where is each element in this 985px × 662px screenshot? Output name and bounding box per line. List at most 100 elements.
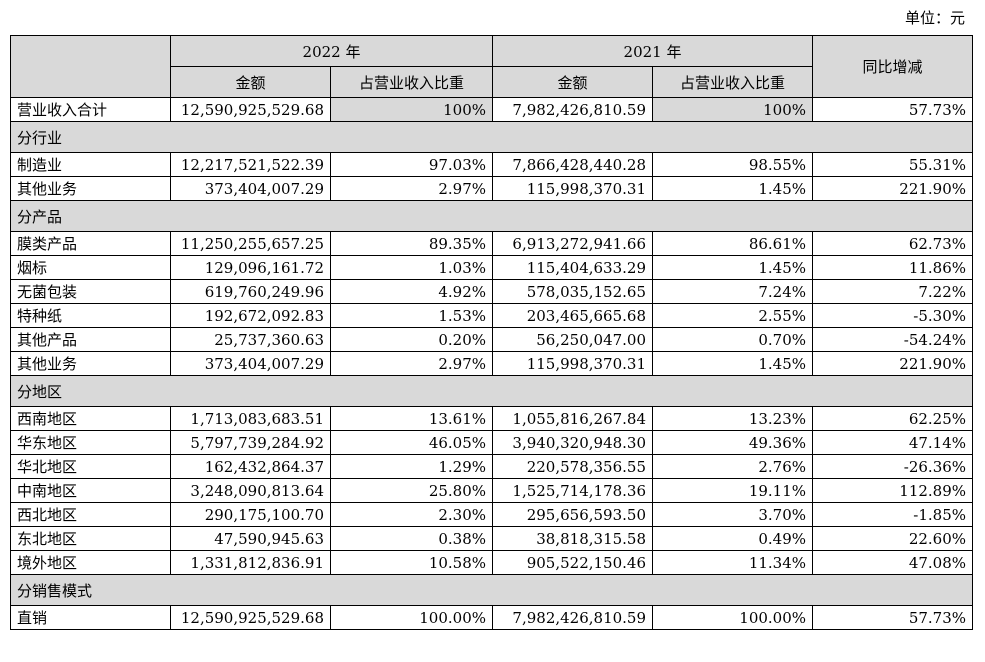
cell-ratio-2022: 25.80% bbox=[329, 478, 494, 503]
cell-amount-2021: 7,982,426,810.59 bbox=[492, 605, 654, 630]
cell-ratio-2021: 13.23% bbox=[652, 406, 814, 431]
row-label: 华东地区 bbox=[10, 430, 171, 455]
cell-ratio-2022: 0.38% bbox=[329, 526, 494, 551]
row-label: 膜类产品 bbox=[10, 231, 171, 256]
table-row: 直销 12,590,925,529.68 100.00% 7,982,426,810.… bbox=[10, 605, 974, 630]
cell-ratio-2022: 2.97% bbox=[329, 176, 494, 201]
cell-amount-2021: 115,998,370.31 bbox=[492, 351, 654, 376]
cell-ratio-2021: 7.24% bbox=[652, 279, 814, 304]
cell-yoy: 62.73% bbox=[812, 231, 974, 256]
total-ratio-2021: 100% bbox=[652, 97, 814, 122]
cell-amount-2021: 220,578,356.55 bbox=[492, 454, 654, 479]
group-title: 分销售模式 bbox=[9, 574, 974, 606]
cell-ratio-2021: 100.00% bbox=[652, 605, 814, 630]
cell-ratio-2021: 86.61% bbox=[652, 231, 814, 256]
cell-ratio-2021: 49.36% bbox=[652, 430, 814, 455]
cell-ratio-2021: 1.45% bbox=[652, 351, 814, 376]
table-row: 烟标 129,096,161.72 1.03% 115,404,633.29 1.45%… bbox=[10, 255, 974, 280]
table-row: 东北地区 47,590,945.63 0.38% 38,818,315.58 0.49%… bbox=[10, 526, 974, 551]
table-row: 其他业务 373,404,007.29 2.97% 115,998,370.31 1.4… bbox=[10, 176, 974, 201]
header-blank-cell bbox=[10, 35, 171, 98]
cell-amount-2021: 1,525,714,178.36 bbox=[492, 478, 654, 503]
table-row: 膜类产品 11,250,255,657.25 89.35% 6,913,272,941… bbox=[10, 231, 974, 256]
cell-ratio-2021: 11.34% bbox=[652, 550, 814, 575]
cell-yoy: 11.86% bbox=[812, 255, 974, 280]
cell-ratio-2022: 10.58% bbox=[329, 550, 494, 575]
cell-ratio-2022: 2.97% bbox=[329, 351, 494, 376]
cell-yoy: 62.25% bbox=[812, 406, 974, 431]
table-row: 特种纸 192,672,092.83 1.53% 203,465,665.68 2.55… bbox=[10, 303, 974, 328]
cell-ratio-2022: 97.03% bbox=[329, 152, 494, 177]
group-title: 分地区 bbox=[9, 375, 974, 407]
table-row: 无菌包装 619,760,249.96 4.92% 578,035,152.65 7.2… bbox=[10, 279, 974, 304]
table-body: 营业收入合计 12,590,925,529.68 100% 7,982,426,… bbox=[9, 97, 974, 630]
row-label: 其他业务 bbox=[10, 351, 171, 376]
cell-yoy: 22.60% bbox=[812, 526, 974, 551]
table-row: 其他产品 25,737,360.63 0.20% 56,250,047.00 0.70%… bbox=[10, 327, 974, 352]
cell-amount-2022: 47,590,945.63 bbox=[170, 526, 331, 551]
cell-amount-2022: 12,590,925,529.68 bbox=[170, 605, 331, 630]
row-label: 境外地区 bbox=[10, 550, 171, 575]
cell-amount-2022: 619,760,249.96 bbox=[170, 279, 331, 304]
cell-ratio-2021: 1.45% bbox=[652, 255, 814, 280]
row-label: 其他业务 bbox=[10, 176, 171, 201]
cell-yoy: 55.31% bbox=[812, 152, 974, 177]
cell-ratio-2022: 0.20% bbox=[329, 327, 494, 352]
cell-yoy: 47.08% bbox=[812, 550, 974, 575]
header-ratio-2022: 占营业收入比重 bbox=[329, 66, 494, 98]
group-header-row: 分行业 bbox=[9, 121, 974, 153]
cell-amount-2021: 7,866,428,440.28 bbox=[492, 152, 654, 177]
cell-ratio-2021: 1.45% bbox=[652, 176, 814, 201]
total-amount-2021: 7,982,426,810.59 bbox=[492, 97, 654, 122]
cell-ratio-2022: 4.92% bbox=[329, 279, 494, 304]
group-title: 分行业 bbox=[9, 121, 974, 153]
table-row: 华东地区 5,797,739,284.92 46.05% 3,940,320,948.… bbox=[10, 430, 974, 455]
row-label: 西南地区 bbox=[10, 406, 171, 431]
cell-amount-2021: 56,250,047.00 bbox=[492, 327, 654, 352]
table-row: 西北地区 290,175,100.70 2.30% 295,656,593.50 3.7… bbox=[10, 502, 974, 527]
cell-ratio-2021: 98.55% bbox=[652, 152, 814, 177]
total-ratio-2022: 100% bbox=[329, 97, 494, 122]
table-row: 西南地区 1,713,083,683.51 13.61% 1,055,816,267.… bbox=[10, 406, 974, 431]
cell-amount-2022: 1,331,812,836.91 bbox=[170, 550, 331, 575]
cell-ratio-2022: 89.35% bbox=[329, 231, 494, 256]
group-header-row: 分产品 bbox=[9, 200, 974, 232]
total-amount-2022: 12,590,925,529.68 bbox=[170, 97, 331, 122]
cell-amount-2021: 578,035,152.65 bbox=[492, 279, 654, 304]
group-header-row: 分销售模式 bbox=[9, 574, 974, 606]
header-year-2021: 2021 年 bbox=[492, 35, 814, 67]
group-title: 分产品 bbox=[9, 200, 974, 232]
cell-yoy: 112.89% bbox=[812, 478, 974, 503]
cell-ratio-2021: 3.70% bbox=[652, 502, 814, 527]
row-label: 无菌包装 bbox=[10, 279, 171, 304]
row-label: 其他产品 bbox=[10, 327, 171, 352]
cell-amount-2021: 295,656,593.50 bbox=[492, 502, 654, 527]
cell-ratio-2022: 46.05% bbox=[329, 430, 494, 455]
row-label: 制造业 bbox=[10, 152, 171, 177]
cell-amount-2022: 290,175,100.70 bbox=[170, 502, 331, 527]
cell-amount-2022: 25,737,360.63 bbox=[170, 327, 331, 352]
cell-yoy: -26.36% bbox=[812, 454, 974, 479]
cell-ratio-2021: 0.70% bbox=[652, 327, 814, 352]
table-row: 制造业 12,217,521,522.39 97.03% 7,866,428,440.… bbox=[10, 152, 974, 177]
header-amount-2021: 金额 bbox=[492, 66, 654, 98]
cell-amount-2022: 5,797,739,284.92 bbox=[170, 430, 331, 455]
cell-amount-2021: 6,913,272,941.66 bbox=[492, 231, 654, 256]
cell-amount-2021: 115,404,633.29 bbox=[492, 255, 654, 280]
row-label: 中南地区 bbox=[10, 478, 171, 503]
cell-ratio-2022: 1.29% bbox=[329, 454, 494, 479]
cell-amount-2021: 115,998,370.31 bbox=[492, 176, 654, 201]
cell-yoy: -1.85% bbox=[812, 502, 974, 527]
header-year-2022: 2022 年 bbox=[169, 35, 494, 67]
cell-amount-2021: 38,818,315.58 bbox=[492, 526, 654, 551]
cell-amount-2022: 1,713,083,683.51 bbox=[170, 406, 331, 431]
cell-yoy: 221.90% bbox=[812, 176, 974, 201]
cell-ratio-2022: 2.30% bbox=[329, 502, 494, 527]
cell-amount-2021: 3,940,320,948.30 bbox=[492, 430, 654, 455]
table-row: 其他业务 373,404,007.29 2.97% 115,998,370.31 1.4… bbox=[10, 351, 974, 376]
cell-yoy: -5.30% bbox=[812, 303, 974, 328]
unit-label: 单位：元 bbox=[904, 9, 965, 27]
cell-amount-2022: 3,248,090,813.64 bbox=[170, 478, 331, 503]
revenue-composition-table: 2022 年 2021 年 同比增减 金额 占营业收入比重 金额 占营业收入比重… bbox=[9, 35, 974, 630]
row-label: 直销 bbox=[10, 605, 171, 630]
